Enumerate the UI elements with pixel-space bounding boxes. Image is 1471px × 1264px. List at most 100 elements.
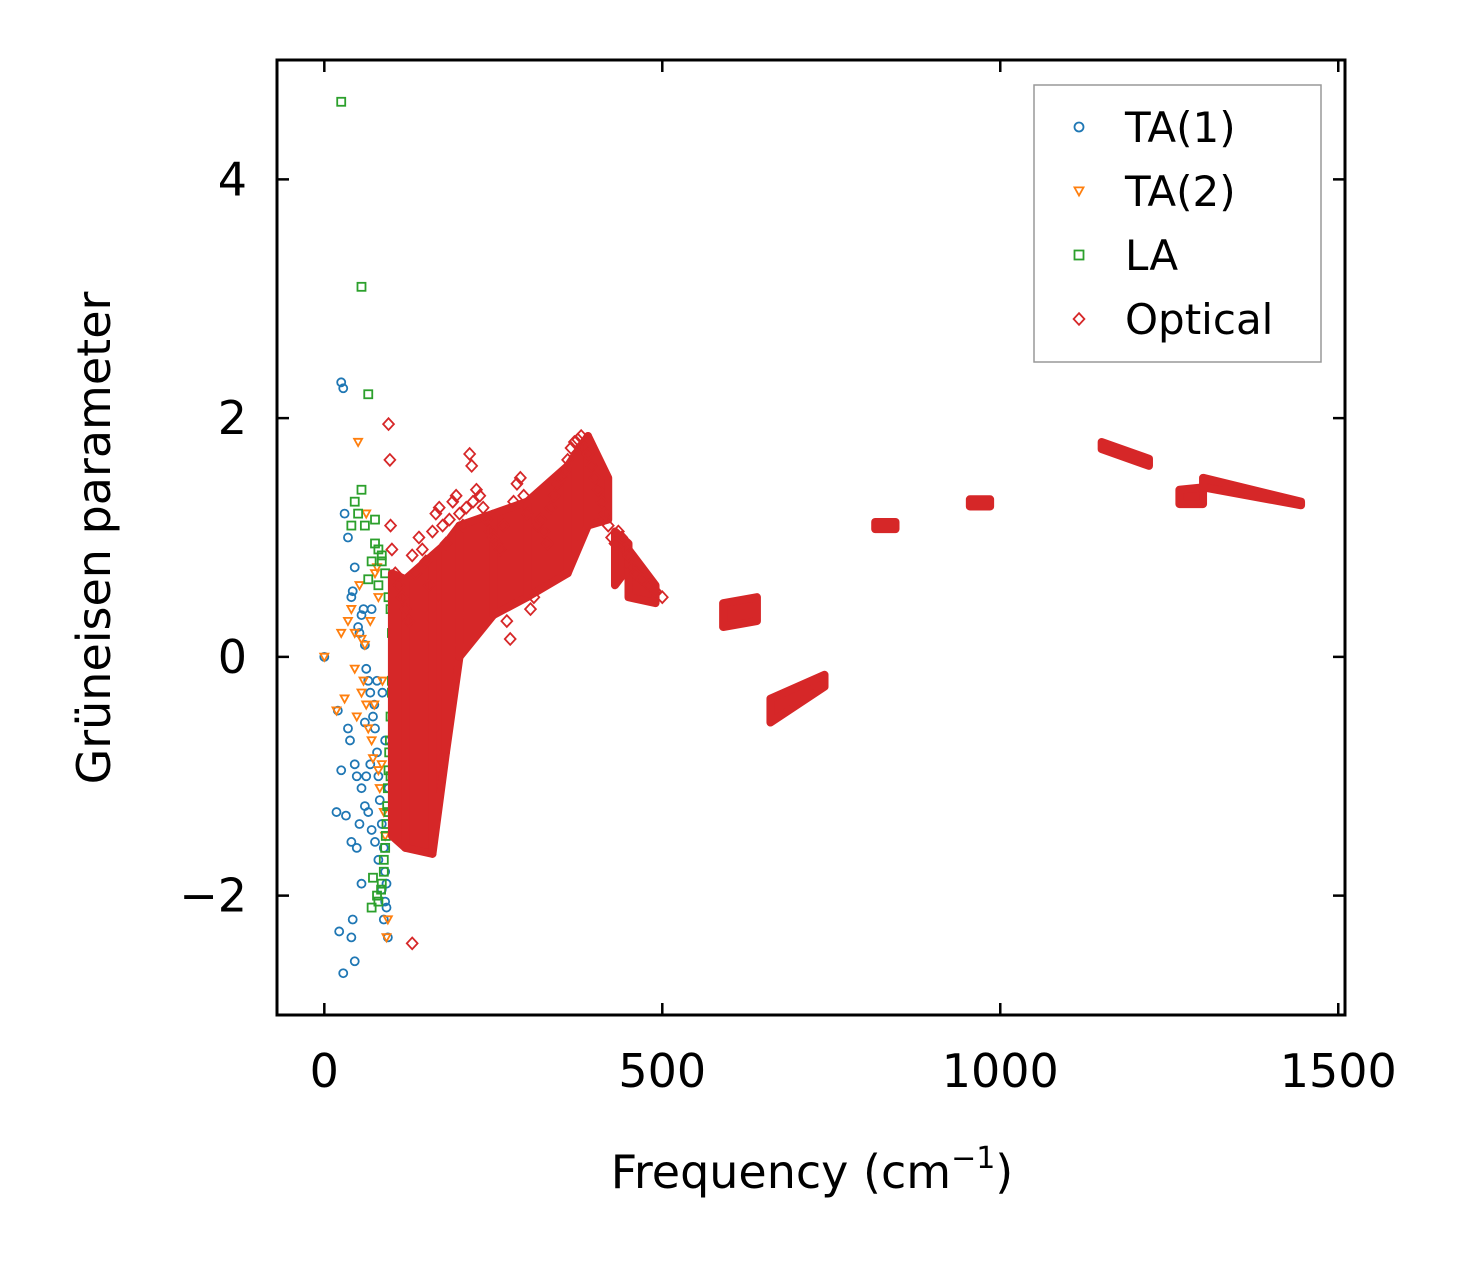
x-tick-label: 500 bbox=[618, 1044, 706, 1098]
data-point bbox=[370, 538, 380, 549]
data-point bbox=[356, 878, 367, 889]
data-point bbox=[349, 956, 360, 967]
data-point bbox=[554, 470, 568, 485]
data-point bbox=[368, 872, 378, 883]
data-point bbox=[446, 494, 460, 509]
data-point bbox=[648, 584, 663, 599]
data-point bbox=[476, 500, 490, 515]
data-point bbox=[349, 562, 360, 573]
series-ta-2- bbox=[318, 437, 394, 944]
data-point bbox=[594, 494, 609, 509]
data-point bbox=[422, 578, 436, 593]
axis-ticks bbox=[277, 60, 1345, 1015]
data-point bbox=[432, 500, 446, 515]
optical-dense-band bbox=[489, 497, 532, 620]
data-point bbox=[369, 569, 381, 580]
data-point bbox=[392, 578, 406, 593]
data-point bbox=[577, 440, 592, 456]
data-point bbox=[367, 754, 379, 765]
data-point bbox=[318, 652, 330, 663]
data-point bbox=[513, 470, 527, 485]
data-point bbox=[378, 854, 389, 865]
data-point bbox=[517, 488, 531, 503]
data-point bbox=[363, 574, 374, 585]
data-point bbox=[339, 694, 351, 705]
optical-dense-band bbox=[719, 593, 761, 632]
data-point bbox=[642, 578, 656, 593]
data-point bbox=[533, 512, 548, 527]
data-point bbox=[361, 771, 372, 782]
legend-item-ta-2-: TA(2) bbox=[1072, 167, 1236, 216]
data-point bbox=[377, 687, 388, 698]
data-point bbox=[574, 428, 588, 444]
data-point bbox=[349, 496, 360, 507]
data-point bbox=[581, 446, 595, 462]
data-point bbox=[615, 530, 629, 545]
data-point bbox=[442, 512, 456, 527]
data-point bbox=[402, 613, 416, 629]
data-point bbox=[356, 610, 367, 620]
data-point bbox=[366, 902, 377, 913]
data-point bbox=[363, 389, 374, 400]
data-point bbox=[347, 914, 358, 925]
data-point bbox=[351, 842, 362, 853]
optical-dense-band bbox=[766, 670, 829, 727]
data-point bbox=[598, 506, 612, 521]
data-point bbox=[405, 548, 419, 563]
data-point bbox=[486, 530, 500, 545]
data-point bbox=[378, 866, 389, 877]
data-point bbox=[435, 518, 450, 533]
data-point bbox=[339, 508, 350, 519]
data-point bbox=[353, 508, 364, 519]
data-point bbox=[465, 458, 479, 474]
data-point bbox=[503, 631, 517, 647]
data-point bbox=[469, 482, 484, 497]
data-point bbox=[374, 795, 385, 806]
x-axis-label-superscript: −1 bbox=[951, 1141, 995, 1176]
data-point bbox=[625, 560, 639, 575]
data-point bbox=[370, 837, 380, 847]
data-point bbox=[357, 676, 370, 687]
data-point bbox=[520, 506, 534, 521]
data-point bbox=[537, 524, 551, 539]
legend-marker bbox=[1073, 249, 1085, 261]
data-point bbox=[345, 605, 357, 615]
data-point bbox=[365, 687, 376, 698]
data-point bbox=[381, 902, 392, 913]
data-point bbox=[336, 765, 347, 776]
data-point bbox=[429, 506, 443, 521]
legend-marker bbox=[1072, 186, 1086, 198]
optical-dense-band bbox=[965, 495, 995, 511]
data-point bbox=[376, 550, 387, 561]
data-point bbox=[611, 524, 625, 539]
data-point bbox=[345, 735, 355, 746]
data-point bbox=[466, 494, 480, 509]
x-tick-label: 1500 bbox=[1280, 1044, 1397, 1098]
data-point bbox=[604, 530, 619, 545]
data-point bbox=[336, 377, 347, 388]
data-point bbox=[373, 771, 384, 782]
data-point bbox=[382, 915, 394, 926]
data-point bbox=[557, 464, 571, 480]
data-point bbox=[412, 530, 426, 545]
data-point bbox=[334, 926, 345, 937]
data-point bbox=[366, 825, 377, 835]
series-optical bbox=[381, 416, 1306, 951]
data-point bbox=[362, 724, 374, 735]
data-point bbox=[544, 500, 558, 515]
data-point bbox=[628, 566, 642, 581]
data-point bbox=[336, 96, 347, 107]
data-point bbox=[380, 933, 393, 944]
data-point bbox=[490, 536, 504, 551]
data-point bbox=[335, 628, 347, 639]
data-point bbox=[473, 488, 487, 503]
data-point bbox=[361, 663, 372, 674]
data-point bbox=[331, 807, 342, 817]
data-point bbox=[341, 810, 351, 821]
data-point bbox=[349, 759, 360, 770]
data-point bbox=[618, 542, 632, 557]
data-point bbox=[456, 518, 470, 533]
data-point bbox=[349, 664, 361, 675]
legend-label: LA bbox=[1125, 231, 1178, 280]
